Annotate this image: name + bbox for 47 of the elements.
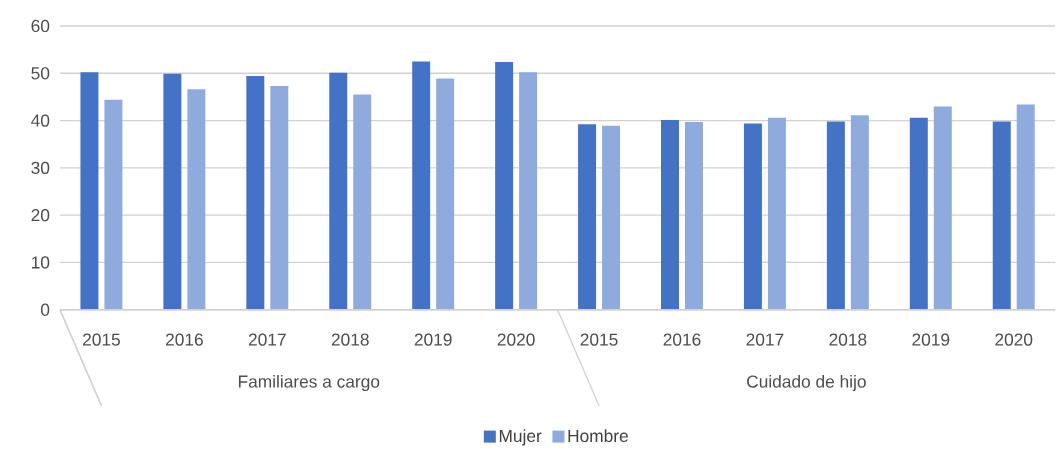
x-tick-label: 2020 <box>995 333 1033 346</box>
bar <box>412 61 431 310</box>
x-tick-label: 2019 <box>414 333 452 346</box>
bar <box>246 76 265 310</box>
x-tick-label: 2019 <box>912 333 950 346</box>
x-tick-label: 2016 <box>663 333 701 346</box>
bar <box>270 85 289 310</box>
bar <box>684 121 703 310</box>
y-tick-label: 10 <box>31 256 50 269</box>
bar <box>1016 104 1035 310</box>
bar <box>933 106 952 310</box>
x-tick-label: 2018 <box>331 333 369 346</box>
bar <box>992 121 1011 310</box>
bar <box>187 89 206 310</box>
bar <box>163 73 182 310</box>
bar <box>850 115 869 310</box>
legend-label: Mujer <box>499 429 542 446</box>
bar <box>436 78 455 310</box>
x-tick-label: 2020 <box>497 333 535 346</box>
x-tick-label: 2015 <box>580 333 618 346</box>
bar <box>767 117 786 310</box>
bar <box>329 72 348 310</box>
bar <box>80 72 99 310</box>
bar <box>602 125 621 310</box>
bar <box>909 117 928 310</box>
y-tick-label: 0 <box>40 303 50 316</box>
x-tick-label: 2015 <box>83 333 120 346</box>
bar <box>826 121 845 310</box>
x-tick-label: 2017 <box>248 333 286 346</box>
text: Familiares a cargo <box>238 374 380 392</box>
x-tick-label: 2016 <box>165 333 203 346</box>
y-tick-label: 40 <box>31 114 50 127</box>
bar <box>495 61 514 310</box>
y-tick-label: 30 <box>31 161 50 174</box>
y-tick-label: 20 <box>31 208 50 222</box>
bar <box>743 123 762 310</box>
y-tick-label: 50 <box>31 67 50 80</box>
bar <box>519 72 538 310</box>
x-tick-label: 2018 <box>829 333 867 346</box>
text: Cuidado de hijo <box>747 374 866 392</box>
y-tick-label: 60 <box>31 19 50 33</box>
bar <box>353 94 372 310</box>
x-tick-label: 2017 <box>746 333 784 346</box>
bar <box>104 99 123 310</box>
legend-label: Hombre <box>568 429 628 442</box>
bar <box>661 120 679 310</box>
bar <box>578 124 597 310</box>
